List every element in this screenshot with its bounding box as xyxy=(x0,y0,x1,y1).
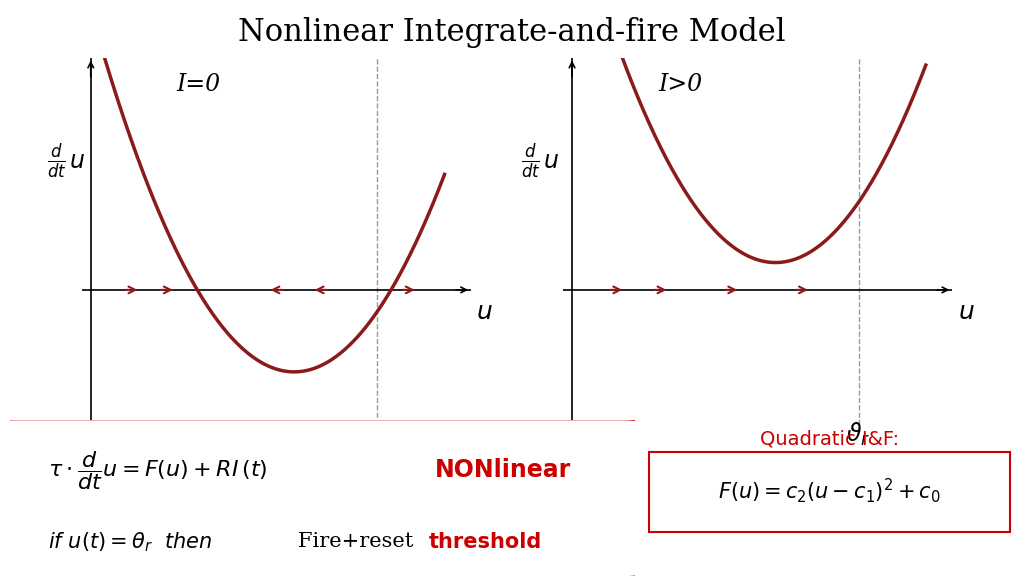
Text: Fire+reset: Fire+reset xyxy=(298,532,420,551)
Text: $u$: $u$ xyxy=(69,150,85,173)
FancyBboxPatch shape xyxy=(649,452,1010,532)
Text: $\frac{d}{dt}$: $\frac{d}{dt}$ xyxy=(520,142,541,181)
Text: $u$: $u$ xyxy=(543,150,559,173)
Text: I>0: I>0 xyxy=(657,73,702,96)
Text: NONlinear: NONlinear xyxy=(435,458,571,482)
Text: threshold: threshold xyxy=(429,532,542,552)
Text: $u$: $u$ xyxy=(957,301,975,324)
Text: Quadratic I&F:: Quadratic I&F: xyxy=(760,430,899,449)
Text: $u$: $u$ xyxy=(476,301,494,324)
Text: $if\ u(t) = \theta_r\ \ then$: $if\ u(t) = \theta_r\ \ then$ xyxy=(48,530,212,554)
Text: $\tau \cdot \dfrac{d}{dt}u = F(u) + RI\,(t)$: $\tau \cdot \dfrac{d}{dt}u = F(u) + RI\,… xyxy=(48,449,267,492)
Text: I=0: I=0 xyxy=(176,73,221,96)
FancyBboxPatch shape xyxy=(0,419,647,576)
Text: $F(u) = c_2(u - c_1)^2 + c_0$: $F(u) = c_2(u - c_1)^2 + c_0$ xyxy=(718,476,941,505)
Text: $\vartheta_r$: $\vartheta_r$ xyxy=(366,421,389,448)
Text: Nonlinear Integrate-and-fire Model: Nonlinear Integrate-and-fire Model xyxy=(239,17,785,48)
Text: $\vartheta_r$: $\vartheta_r$ xyxy=(847,421,870,448)
Text: $\frac{d}{dt}$: $\frac{d}{dt}$ xyxy=(46,142,67,181)
